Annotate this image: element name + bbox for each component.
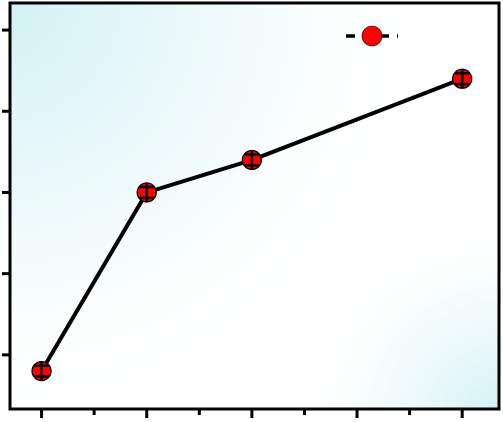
legend — [346, 25, 398, 47]
series-polyline — [39, 76, 463, 373]
plot-background — [10, 3, 499, 409]
legend-marker — [361, 25, 383, 47]
data-point — [452, 68, 473, 89]
data-point — [31, 360, 52, 382]
plot-frame — [8, 1, 501, 411]
data-point — [136, 182, 157, 203]
series-line — [39, 76, 463, 373]
background-glow-bottom-right — [10, 3, 499, 409]
series-markers — [31, 68, 473, 382]
data-point — [241, 149, 263, 171]
